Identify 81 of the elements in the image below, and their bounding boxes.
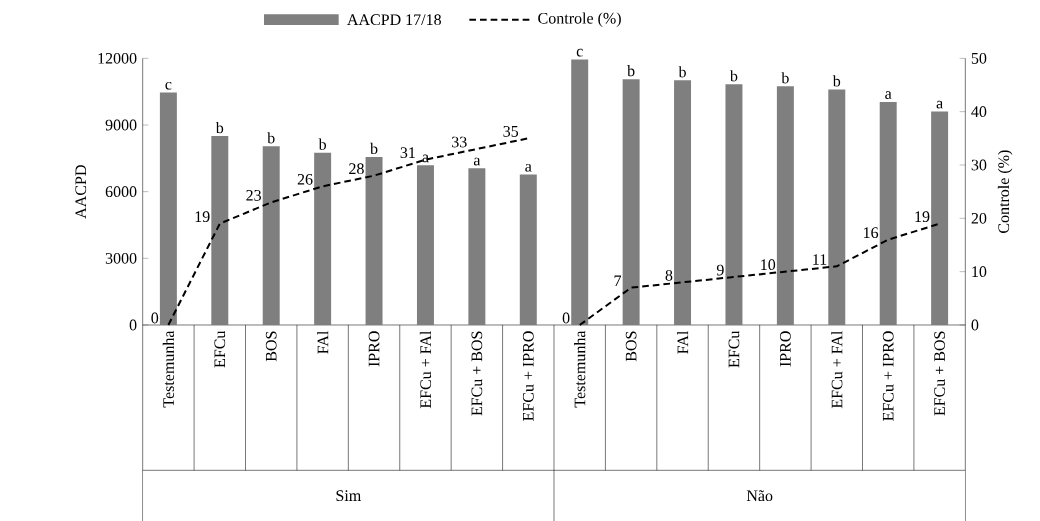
y-tick-label: 0 — [129, 319, 137, 331]
y2-tick-label: 50 — [971, 52, 987, 64]
data-label: 10 — [761, 259, 776, 271]
data-label: b — [267, 132, 275, 144]
x-tick-label: EFCu + BOS — [471, 331, 483, 416]
bar — [468, 168, 486, 325]
y-tick-label: 3000 — [105, 252, 137, 264]
x-tick-label: BOS — [625, 331, 637, 362]
data-label: a — [885, 91, 892, 99]
data-label: 9 — [716, 264, 724, 276]
y-tick-label: 9000 — [105, 119, 137, 131]
x-tick-label: Testemunha — [162, 330, 174, 408]
x-tick-label: EFCu + FAl — [419, 330, 432, 409]
x-tick-label: FAl — [317, 330, 329, 354]
bar — [879, 101, 897, 325]
x-tick-label: EFCu + IPRO — [522, 331, 534, 421]
x-tick-label: EFCu — [728, 330, 740, 368]
x-tick-label: BOS — [265, 331, 277, 362]
data-label: b — [781, 72, 789, 84]
legend-label: Controle (%) — [538, 12, 621, 27]
y2-tick-label: 30 — [971, 159, 987, 171]
x-tick-label: FAl — [676, 330, 689, 354]
data-label: a — [422, 154, 429, 163]
data-label: 23 — [246, 189, 261, 201]
x-tick-label: Testemunha — [574, 330, 586, 408]
text: Sim — [336, 490, 361, 502]
data-label: a — [936, 100, 943, 109]
data-label: 35 — [503, 125, 519, 137]
data-label: 8 — [665, 269, 673, 281]
bar — [314, 152, 332, 325]
text: Não — [746, 490, 773, 502]
y-tick-label: 6000 — [105, 186, 137, 198]
data-label: 16 — [864, 227, 879, 239]
data-label: 19 — [195, 211, 210, 223]
x-tick-label: EFCu — [214, 330, 226, 368]
data-label: 33 — [452, 136, 467, 148]
data-label: b — [627, 65, 635, 77]
data-label: 26 — [297, 173, 313, 185]
data-label: 28 — [349, 163, 364, 175]
data-label: a — [525, 163, 532, 172]
bar — [828, 89, 846, 325]
y2-tick-label: 40 — [971, 106, 987, 118]
data-label: b — [832, 75, 841, 87]
data-label: b — [318, 138, 327, 150]
bar — [674, 80, 692, 325]
y2-tick-label: 20 — [971, 212, 987, 224]
bar — [622, 79, 640, 325]
bar — [211, 136, 229, 325]
x-tick-label: EFCu + FAl — [831, 330, 843, 409]
legend-label: AACPD 17/18 — [347, 14, 441, 26]
x-tick-label: IPRO — [779, 331, 791, 367]
data-label: b — [729, 70, 738, 82]
data-label: c — [576, 48, 583, 57]
data-label: 7 — [614, 275, 622, 287]
data-label: 31 — [400, 147, 415, 159]
x-tick-label: EFCu + BOS — [934, 331, 945, 416]
y2-axis-title: Controle (%) — [997, 150, 1013, 233]
bar — [725, 84, 743, 325]
bar — [159, 92, 177, 325]
data-label: a — [473, 157, 481, 166]
data-label: 0 — [151, 312, 159, 324]
x-tick-label: IPRO — [368, 331, 380, 367]
bar — [416, 165, 434, 325]
bar — [519, 174, 537, 325]
data-label: b — [370, 142, 378, 155]
x-tick-label: EFCu + IPRO — [882, 331, 894, 421]
bar — [262, 146, 280, 325]
y-axis-title: AACPD — [75, 165, 87, 219]
bar — [931, 111, 949, 325]
bar — [365, 157, 383, 325]
data-label: 11 — [813, 254, 827, 265]
y2-tick-label: 0 — [971, 319, 979, 331]
data-label: b — [215, 121, 224, 134]
bar — [776, 86, 794, 325]
data-label: c — [165, 81, 172, 90]
data-label: 0 — [562, 312, 570, 324]
y-tick-label: 12000 — [98, 52, 137, 64]
y2-tick-label: 10 — [972, 266, 987, 278]
bar — [571, 59, 589, 325]
data-label: 19 — [915, 211, 930, 223]
data-label: b — [678, 66, 686, 78]
